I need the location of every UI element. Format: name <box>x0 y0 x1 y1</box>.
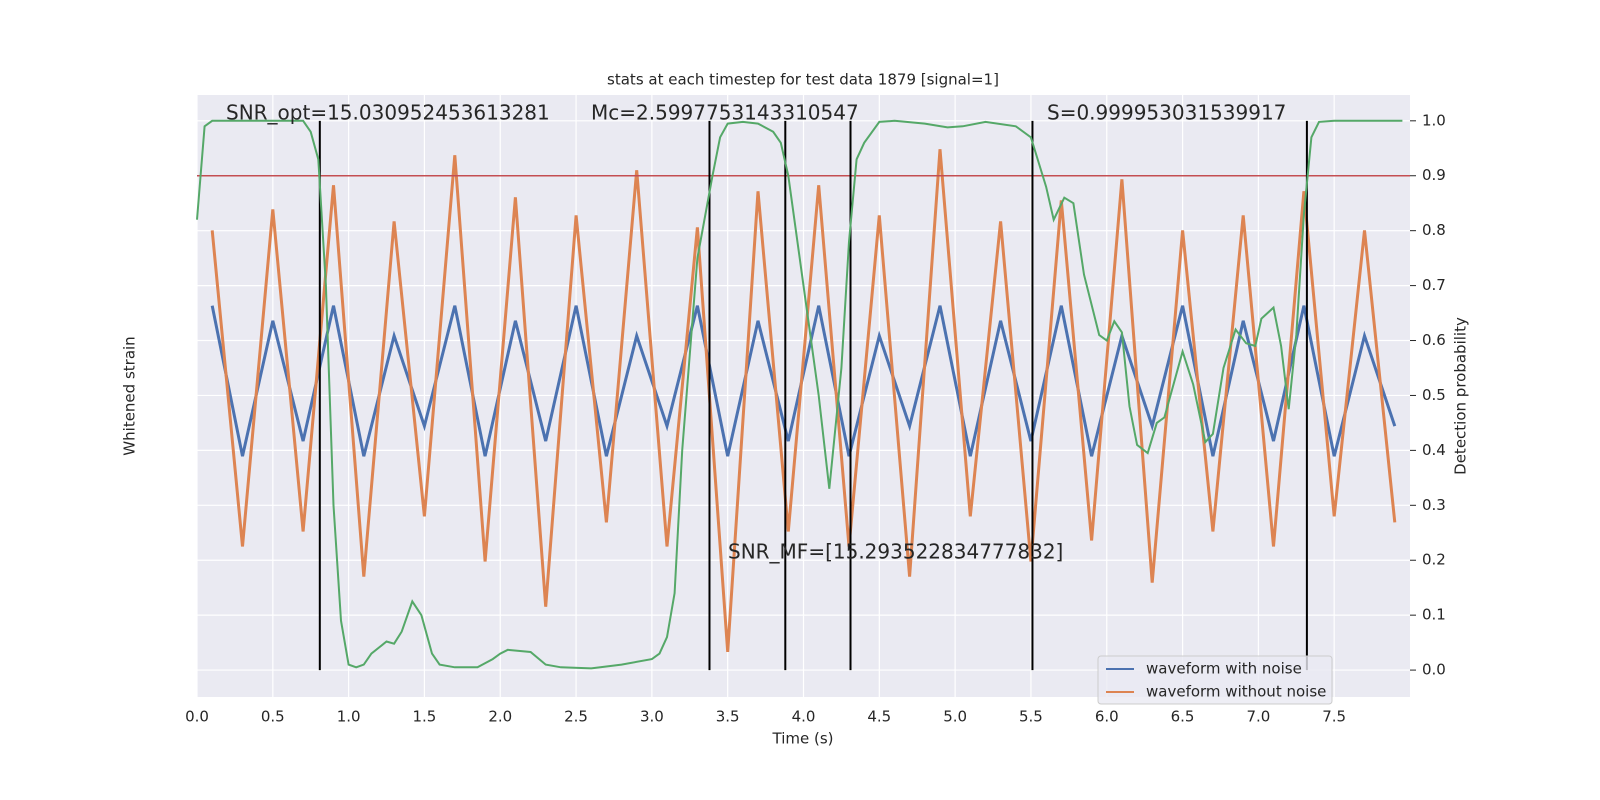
legend-label: waveform with noise <box>1146 660 1302 678</box>
annotation: SNR_MF=[15.293522834777832] <box>728 540 1063 564</box>
y2-tick-label: 0.6 <box>1422 331 1446 349</box>
x-tick-label: 6.0 <box>1095 708 1119 726</box>
legend-label: waveform without noise <box>1146 683 1326 701</box>
x-tick-label: 3.0 <box>640 708 664 726</box>
x-axis-label: Time (s) <box>772 730 834 748</box>
x-tick-label: 5.5 <box>1019 708 1043 726</box>
x-tick-label: 2.0 <box>488 708 512 726</box>
y2-tick-label: 1.0 <box>1422 111 1446 129</box>
x-tick-label: 0.0 <box>185 708 209 726</box>
annotation: Mc=2.5997753143310547 <box>591 101 859 125</box>
y2-tick-label: 0.7 <box>1422 276 1446 294</box>
x-tick-label: 7.0 <box>1246 708 1270 726</box>
y2-axis-label: Detection probability <box>1452 317 1470 475</box>
y2-tick-label: 0.1 <box>1422 606 1446 624</box>
legend-box <box>1097 655 1333 705</box>
x-tick-label: 6.5 <box>1171 708 1195 726</box>
x-tick-label: 1.5 <box>413 708 437 726</box>
legend: waveform with noise waveform without nois… <box>1097 655 1333 705</box>
y2-tick-label: 0.0 <box>1422 661 1446 679</box>
probability-line <box>196 119 1403 670</box>
y2-tick-label: 0.8 <box>1422 221 1446 239</box>
y2-tick-label: 0.2 <box>1422 551 1446 569</box>
strain-line <box>210 149 1397 653</box>
x-tick-label: 5.0 <box>943 708 967 726</box>
chart-title: stats at each timestep for test data 187… <box>607 71 999 89</box>
y-axis-label: Whitened strain <box>121 336 139 455</box>
x-tick-label: 0.5 <box>261 708 285 726</box>
y2-tick-label: 0.9 <box>1422 166 1446 184</box>
x-tick-label: 1.0 <box>337 708 361 726</box>
y2-tick-label: 0.3 <box>1422 496 1446 514</box>
marks <box>196 119 1410 671</box>
x-tick-label: 4.5 <box>867 708 891 726</box>
x-tick-label: 4.0 <box>792 708 816 726</box>
annotation: SNR_opt=15.030952453613281 <box>226 101 550 125</box>
y2-tick-label: 0.4 <box>1422 441 1446 459</box>
y2-tick-label: 0.5 <box>1422 386 1446 404</box>
annotation: S=0.999953031539917 <box>1047 101 1286 125</box>
x-tick-label: 3.5 <box>716 708 740 726</box>
x-tick-label: 2.5 <box>564 708 588 726</box>
x-tick-label: 7.5 <box>1322 708 1346 726</box>
